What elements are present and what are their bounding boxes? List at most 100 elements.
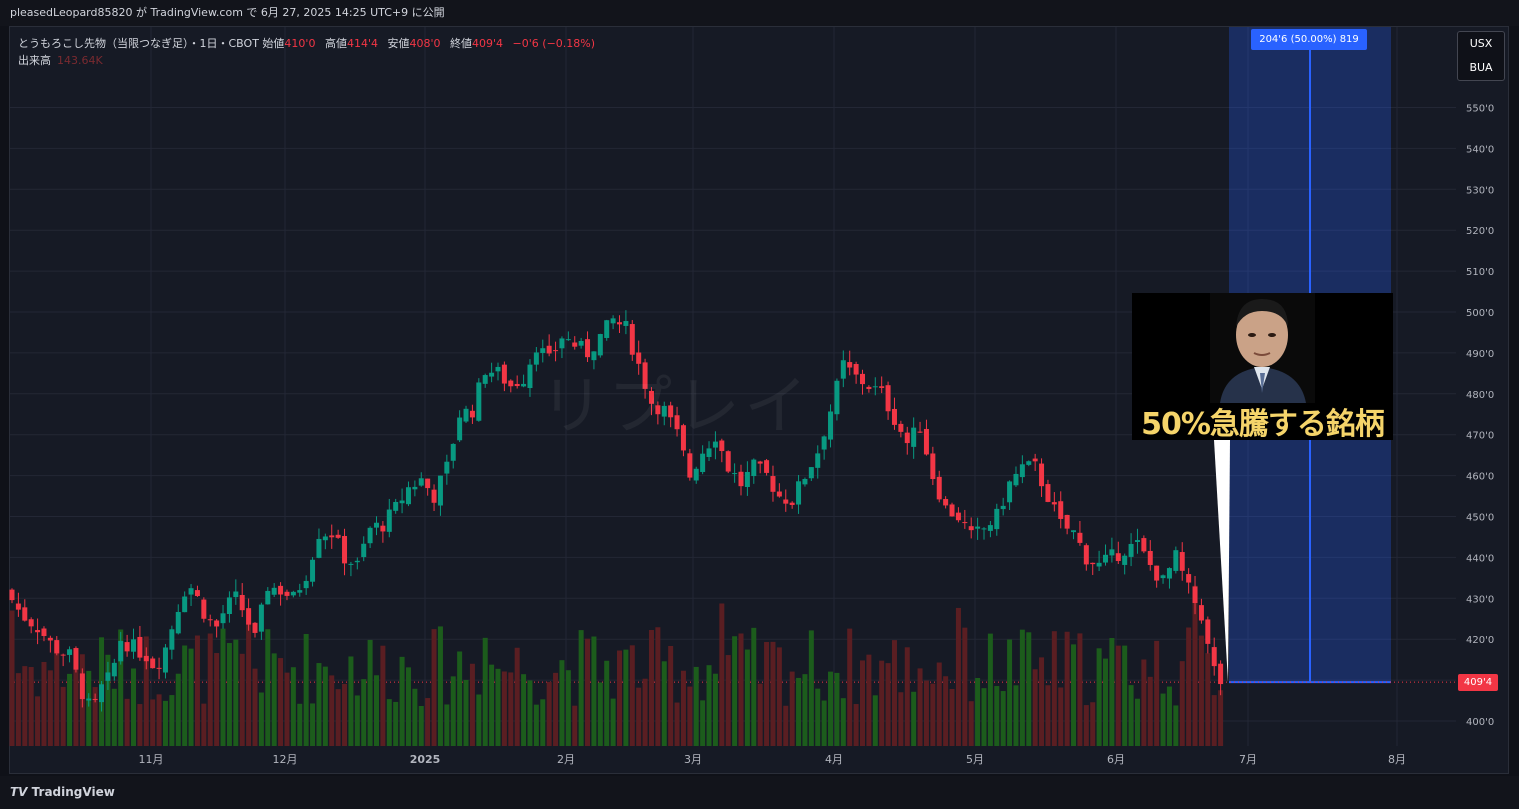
- candle-body: [891, 408, 897, 425]
- close-label: 終値: [450, 37, 473, 50]
- volume-bar: [1032, 669, 1038, 746]
- symbol-line[interactable]: とうもろこし先物（当限つなぎ足）・1日・CBOT: [18, 37, 259, 50]
- volume-bar: [297, 703, 303, 746]
- candle-body: [329, 535, 335, 538]
- candle-body: [418, 478, 424, 486]
- open-label: 始値: [262, 37, 285, 50]
- candle-body: [1077, 532, 1083, 543]
- volume-bar: [687, 686, 693, 746]
- volume-bar: [105, 654, 111, 746]
- volume-bar: [60, 686, 66, 746]
- candle-body: [303, 580, 309, 589]
- volume-bar: [981, 688, 987, 746]
- volume-bar: [623, 649, 629, 746]
- candle-body: [137, 636, 143, 658]
- volume-bar: [930, 683, 936, 746]
- candle-body: [169, 629, 175, 650]
- candle-body: [860, 373, 865, 385]
- currency-box[interactable]: USX BUA: [1457, 31, 1505, 81]
- volume-bar: [67, 673, 73, 746]
- volume-bar: [501, 671, 507, 746]
- candle-body: [1166, 568, 1172, 579]
- close-value: 409'4: [472, 37, 504, 50]
- candle-body: [386, 509, 392, 532]
- volume-bar: [936, 662, 942, 746]
- volume-bar: [1109, 638, 1115, 746]
- candle-body: [744, 471, 750, 488]
- candle-body: [201, 599, 207, 619]
- candle-body: [316, 538, 322, 558]
- candle-body: [239, 594, 245, 611]
- volume-bar: [770, 641, 776, 746]
- volume-bar: [92, 687, 98, 746]
- volume-bar: [674, 702, 680, 746]
- volume-bar: [258, 692, 264, 746]
- y-tick-label: 460'0: [1466, 472, 1494, 483]
- candle-body: [60, 654, 66, 656]
- candle-body: [936, 476, 942, 500]
- volume-bar: [1122, 645, 1128, 746]
- volume-bar: [28, 667, 34, 746]
- volume-bar: [847, 628, 853, 746]
- volume-bar: [866, 654, 872, 746]
- volume-bar: [405, 667, 411, 746]
- volume-bar: [169, 695, 175, 746]
- tradingview-logo[interactable]: 𝙏𝙑 TradingView: [10, 785, 115, 799]
- volume-bar: [386, 699, 392, 746]
- volume-bar: [271, 653, 277, 746]
- volume-bar: [872, 695, 878, 746]
- candle-body: [1173, 550, 1179, 571]
- candle-body: [585, 339, 591, 358]
- candle-body: [367, 527, 373, 544]
- candle-body: [853, 364, 859, 375]
- volume-bar: [380, 645, 386, 746]
- projection-label[interactable]: 204'6 (50.00%) 819: [1251, 29, 1367, 50]
- volume-bar: [393, 701, 399, 746]
- currency-line-1: USX: [1469, 37, 1493, 50]
- x-tick-label: 5月: [966, 753, 984, 766]
- candle-body: [815, 453, 821, 468]
- candle-body: [290, 591, 296, 596]
- volume-bar: [968, 701, 974, 746]
- volume-bar: [73, 669, 79, 746]
- volume-bar: [1019, 629, 1025, 746]
- low-value: 408'0: [409, 37, 441, 50]
- volume-bar: [450, 676, 456, 746]
- candle-body: [1134, 540, 1140, 543]
- volume-bar: [764, 642, 770, 746]
- volume-bar: [137, 704, 143, 746]
- candle-body: [949, 504, 955, 517]
- volume-bar: [1039, 657, 1045, 746]
- y-tick-label: 490'0: [1466, 349, 1494, 360]
- volume-bar: [348, 656, 354, 746]
- volume-bar: [444, 704, 450, 746]
- volume-bar: [700, 700, 706, 746]
- volume-bar: [860, 660, 865, 746]
- candle-body: [1026, 461, 1032, 465]
- volume-bar: [226, 643, 232, 746]
- candle-body: [847, 362, 853, 368]
- candle-body: [751, 459, 757, 477]
- volume-bar: [1007, 639, 1013, 746]
- replay-watermark: リプレイ: [540, 370, 812, 444]
- candle-body: [994, 508, 1000, 530]
- volume-bar: [182, 645, 188, 746]
- candle-body: [265, 590, 271, 605]
- candle-body: [150, 658, 156, 669]
- candle-body: [1045, 484, 1051, 502]
- volume-bar: [207, 633, 213, 746]
- candle-body: [1058, 501, 1064, 519]
- volume-bar: [47, 670, 53, 746]
- y-tick-label: 420'0: [1466, 635, 1494, 646]
- volume-bar: [354, 695, 360, 746]
- volume-bar: [885, 663, 891, 746]
- volume-bar: [1179, 661, 1185, 746]
- candle-body: [508, 380, 514, 387]
- candle-body: [879, 386, 885, 388]
- candle-body: [981, 528, 987, 530]
- candle-body: [322, 536, 328, 541]
- volume-bar: [853, 704, 859, 746]
- volume-bar: [482, 637, 488, 746]
- candle-body: [668, 405, 674, 418]
